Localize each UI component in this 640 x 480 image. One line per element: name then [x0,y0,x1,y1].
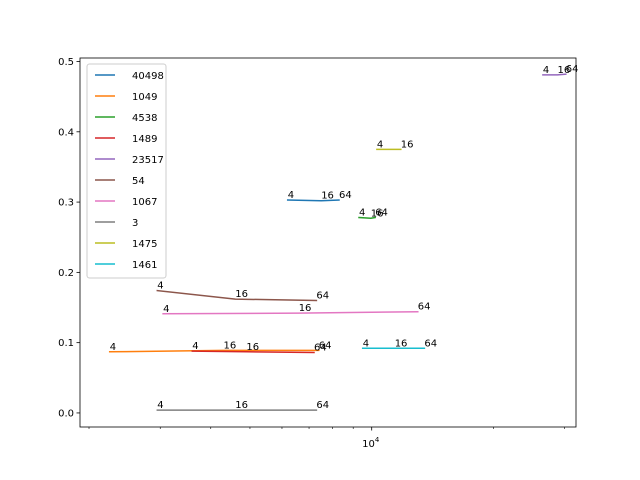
point-label-3-0: 4 [157,400,163,411]
legend-label-1049: 1049 [132,92,157,103]
x-tick-label-exponent-0: 4 [375,436,380,444]
point-label-1489-2: 64 [314,343,327,354]
series-line-4538 [358,216,377,220]
point-label-40498-1: 16 [321,191,334,202]
x-tick-label-0: 104 [362,436,380,450]
series-line-1049 [108,349,320,353]
point-label-40498-2: 64 [339,190,352,201]
point-label-1067-2: 64 [418,302,431,313]
y-tick-label-1: 0.1 [58,338,74,349]
y-tick-label-2: 0.2 [58,268,74,279]
point-label-1067-0: 4 [163,304,169,315]
point-label-1049-1: 16 [224,340,237,351]
legend-label-23517: 23517 [132,155,164,166]
legend-label-1067: 1067 [132,197,157,208]
legend-label-3: 3 [132,218,138,229]
axes-frame [79,57,577,428]
point-label-1475-0: 4 [377,139,383,150]
legend-label-40498: 40498 [132,71,164,82]
series-layer [108,73,567,411]
point-label-23517-1: 16 [558,65,571,76]
point-label-1461-2: 64 [424,338,437,349]
legend-label-1475: 1475 [132,239,157,250]
legend-label-54: 54 [132,176,145,187]
point-label-40498-0: 4 [288,190,294,201]
series-line-54 [156,289,318,302]
point-label-1049-2: 64 [319,340,332,351]
point-label-54-2: 64 [316,291,329,302]
legend-label-4538: 4538 [132,113,157,124]
legend-label-1461: 1461 [132,260,157,271]
point-label-3-1: 16 [235,400,248,411]
point-label-1489-1: 16 [246,342,259,353]
x-tick-label-base-0: 10 [362,439,375,450]
point-label-1475-1: 16 [401,139,414,150]
point-label-1067-1: 16 [299,303,312,314]
series-line-23517 [542,73,567,76]
point-label-4538-1: 16 [371,208,384,219]
point-label-1461-1: 16 [395,338,408,349]
legend: 40498 1049 4538 1489 23517 54 1067 3 1475 1461 [86,63,167,279]
point-label-4538-0: 4 [359,208,365,219]
point-label-3-2: 64 [316,400,329,411]
point-label-1461-0: 4 [363,338,369,349]
point-label-54-0: 4 [157,281,163,292]
point-label-4538-2: 64 [375,208,388,219]
y-tick-label-4: 0.4 [58,127,74,138]
point-label-1489-0: 4 [192,341,198,352]
series-line-1067 [162,310,419,315]
y-tick-label-5: 0.5 [58,57,74,68]
point-label-54-1: 16 [235,289,248,300]
y-tick-label-0: 0.0 [58,408,74,419]
series-line-40498 [286,199,340,202]
y-tick-label-3: 0.3 [58,198,74,209]
legend-label-1489: 1489 [132,134,157,145]
point-label-23517-0: 4 [543,65,549,76]
point-label-1049-0: 4 [110,342,116,353]
point-label-23517-2: 64 [566,64,579,75]
series-line-1489 [191,350,315,354]
